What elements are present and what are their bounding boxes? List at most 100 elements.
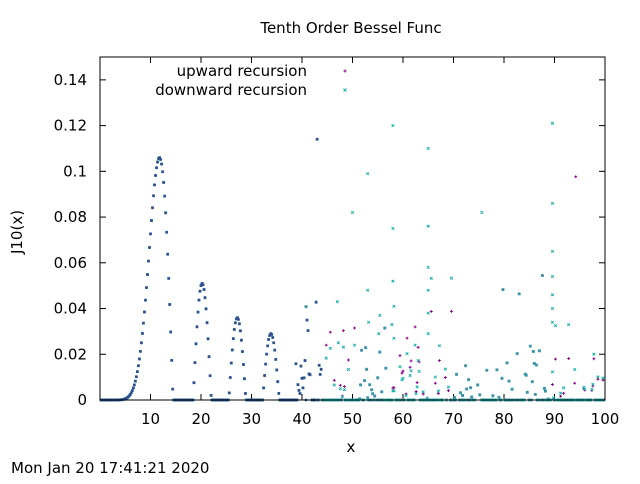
data-point-overlap	[145, 286, 148, 289]
data-point-overlap	[200, 282, 204, 285]
data-point	[449, 276, 454, 280]
data-point	[304, 305, 308, 309]
data-point	[601, 376, 605, 380]
data-point-overlap	[171, 387, 174, 391]
data-point-overlap	[148, 246, 151, 249]
data-point	[485, 368, 489, 372]
data-point	[364, 367, 369, 371]
data-point-overlap	[169, 330, 172, 334]
data-point-outlier	[550, 274, 555, 279]
data-point-overlap	[166, 253, 169, 256]
data-point	[470, 395, 474, 399]
data-point-outlier	[350, 210, 355, 215]
data-point-overlap	[137, 364, 140, 367]
data-point	[458, 391, 463, 395]
data-point-overlap	[194, 342, 198, 346]
data-point-outlier	[391, 279, 395, 283]
data-point-overlap	[301, 386, 305, 390]
data-point-overlap	[149, 232, 152, 236]
data-point	[340, 395, 345, 399]
data-point-outlier	[365, 171, 370, 176]
data-point	[404, 393, 408, 398]
data-point-overlap	[128, 394, 131, 397]
data-point	[590, 387, 594, 392]
legend-marker-cross	[343, 88, 347, 92]
y-tick-label: 0.08	[54, 208, 87, 226]
data-point-overlap	[160, 162, 163, 166]
data-point-overlap	[272, 341, 275, 344]
data-point-overlap	[144, 298, 147, 302]
data-point-outlier	[480, 210, 484, 215]
data-point	[450, 309, 453, 313]
data-point	[495, 368, 499, 372]
y-tick-label: 0.12	[54, 117, 87, 135]
data-point	[582, 385, 586, 389]
data-point-overlap	[163, 194, 166, 198]
series-upward	[99, 137, 606, 402]
data-point	[417, 369, 421, 373]
data-point	[436, 389, 441, 393]
data-point	[416, 358, 420, 363]
data-point-overlap	[131, 389, 134, 392]
data-point-overlap	[229, 376, 232, 379]
data-point-overlap	[202, 288, 206, 291]
data-point	[328, 346, 332, 350]
data-point	[378, 350, 382, 354]
data-point-overlap	[161, 170, 164, 173]
data-point	[553, 324, 558, 328]
data-point	[583, 387, 587, 391]
data-point	[409, 359, 413, 363]
y-tick-label: 0.02	[54, 345, 87, 363]
data-point-outlier	[550, 249, 555, 254]
data-point	[446, 385, 451, 389]
series-overlap	[99, 138, 323, 402]
x-tick-label: 40	[292, 410, 311, 428]
data-point	[476, 383, 480, 387]
data-point-overlap	[133, 383, 136, 387]
data-point-overlap	[134, 379, 137, 383]
data-point	[554, 357, 557, 361]
data-point-outlier	[550, 121, 555, 125]
data-point-overlap	[196, 310, 200, 314]
data-point-overlap	[241, 350, 244, 353]
data-point-overlap	[267, 338, 270, 341]
data-point-overlap	[294, 362, 298, 365]
data-point	[401, 376, 405, 380]
data-point	[515, 351, 519, 356]
data-point-outlier	[550, 320, 555, 324]
data-point	[469, 386, 473, 390]
data-point-overlap	[276, 380, 279, 383]
data-point	[370, 388, 374, 392]
data-point	[537, 349, 542, 353]
data-point-outlier	[336, 341, 341, 345]
x-tick-label: 50	[343, 410, 362, 428]
data-point	[460, 393, 465, 398]
data-point	[414, 390, 418, 393]
data-point-outlier	[426, 332, 430, 336]
data-point-overlap	[153, 183, 156, 187]
data-point	[573, 367, 577, 372]
data-point-outlier	[390, 322, 394, 327]
data-point	[415, 385, 419, 389]
data-point	[466, 378, 471, 382]
data-point	[421, 392, 425, 396]
data-point	[444, 376, 447, 379]
data-point-overlap	[141, 332, 144, 335]
data-point	[433, 375, 437, 379]
data-point-overlap	[315, 138, 319, 141]
data-point-overlap	[158, 156, 161, 159]
data-point-overlap	[167, 277, 170, 280]
data-point	[433, 381, 437, 385]
data-point-overlap	[199, 284, 203, 287]
data-point-overlap	[201, 283, 205, 286]
data-point-overlap	[156, 160, 159, 164]
data-point	[398, 365, 402, 369]
data-point-outlier	[392, 336, 396, 340]
data-point	[409, 369, 413, 373]
data-point-overlap	[198, 289, 202, 293]
data-point-outlier	[550, 306, 555, 311]
data-point	[533, 392, 537, 397]
data-point-outlier	[392, 304, 396, 308]
data-point	[416, 345, 420, 349]
data-point	[437, 344, 442, 348]
